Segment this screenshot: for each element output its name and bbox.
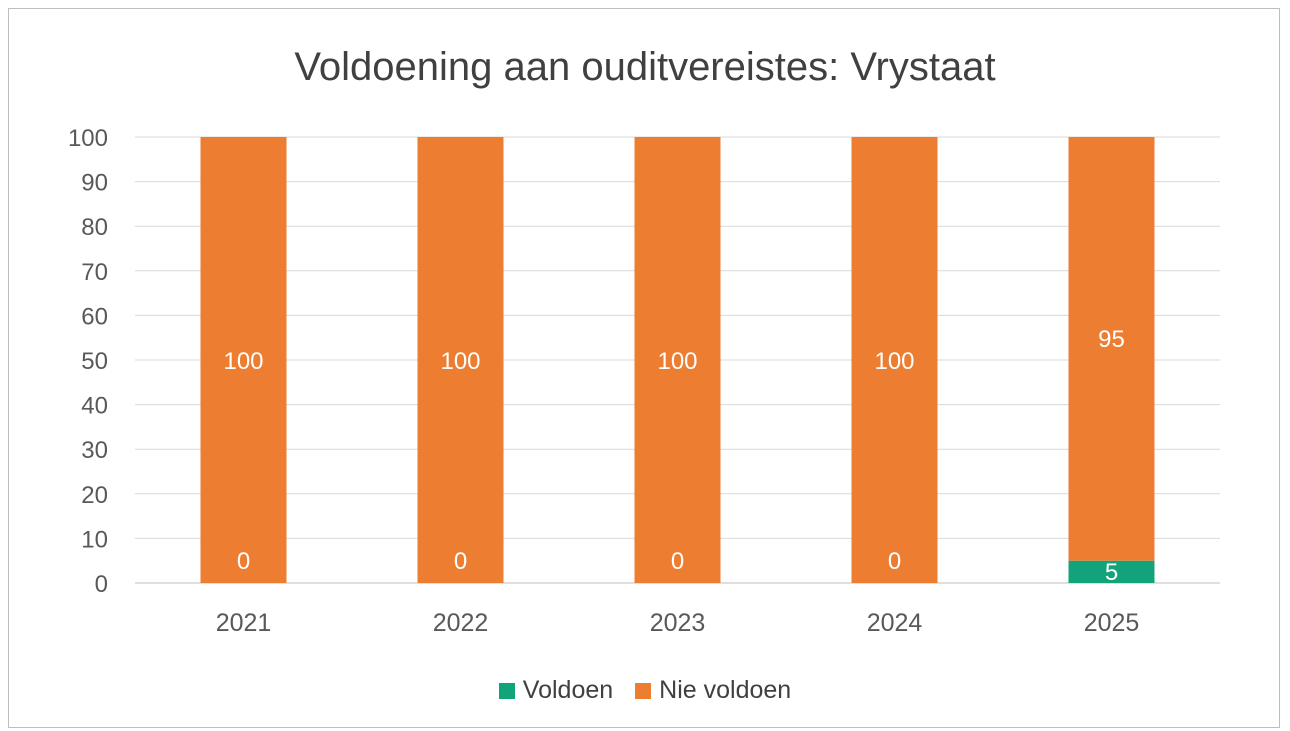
legend-swatch-nie-voldoen: [635, 682, 652, 699]
data-label-voldoen: 5: [1105, 559, 1118, 586]
data-label-voldoen: 0: [671, 548, 684, 575]
legend-swatch-voldoen: [498, 682, 515, 699]
data-label-nie-voldoen: 100: [657, 348, 697, 375]
bar-nie-voldoen: [200, 137, 287, 583]
x-tick-label: 2025: [1084, 609, 1140, 637]
y-tick-label: 30: [81, 437, 108, 464]
data-label-nie-voldoen: 100: [223, 348, 263, 375]
data-label-voldoen: 0: [888, 548, 901, 575]
chart-title: Voldoening aan ouditvereistes: Vrystaat: [294, 45, 996, 89]
bar-nie-voldoen: [1068, 137, 1155, 561]
y-tick-label: 20: [81, 482, 108, 509]
data-label-voldoen: 0: [454, 548, 467, 575]
x-tick-label: 2022: [433, 609, 489, 637]
x-tick-label: 2024: [867, 609, 923, 637]
y-tick-label: 90: [81, 170, 108, 197]
bar-nie-voldoen: [634, 137, 721, 583]
bar-voldoen: [1068, 560, 1155, 583]
y-tick-label: 70: [81, 259, 108, 286]
data-label-nie-voldoen: 100: [440, 348, 480, 375]
y-tick-label: 50: [81, 348, 108, 375]
data-label-nie-voldoen: 100: [874, 348, 914, 375]
x-tick-label: 2021: [216, 609, 272, 637]
y-tick-label: 80: [81, 214, 108, 241]
legend-item-nie-voldoen: Nie voldoen: [635, 676, 791, 705]
legend-label-nie-voldoen: Nie voldoen: [659, 676, 792, 704]
legend: Voldoen Nie voldoen: [0, 676, 1290, 705]
bar-nie-voldoen: [851, 137, 938, 583]
bar-nie-voldoen: [417, 137, 504, 583]
data-label-nie-voldoen: 95: [1098, 326, 1125, 353]
y-tick-label: 60: [81, 303, 108, 330]
y-tick-label: 100: [68, 125, 108, 152]
legend-label-voldoen: Voldoen: [522, 676, 614, 704]
x-tick-label: 2023: [650, 609, 706, 637]
data-label-voldoen: 0: [237, 548, 250, 575]
y-tick-label: 10: [81, 526, 108, 553]
y-tick-label: 0: [95, 571, 108, 598]
y-tick-label: 40: [81, 393, 108, 420]
legend-item-voldoen: Voldoen: [498, 676, 614, 705]
